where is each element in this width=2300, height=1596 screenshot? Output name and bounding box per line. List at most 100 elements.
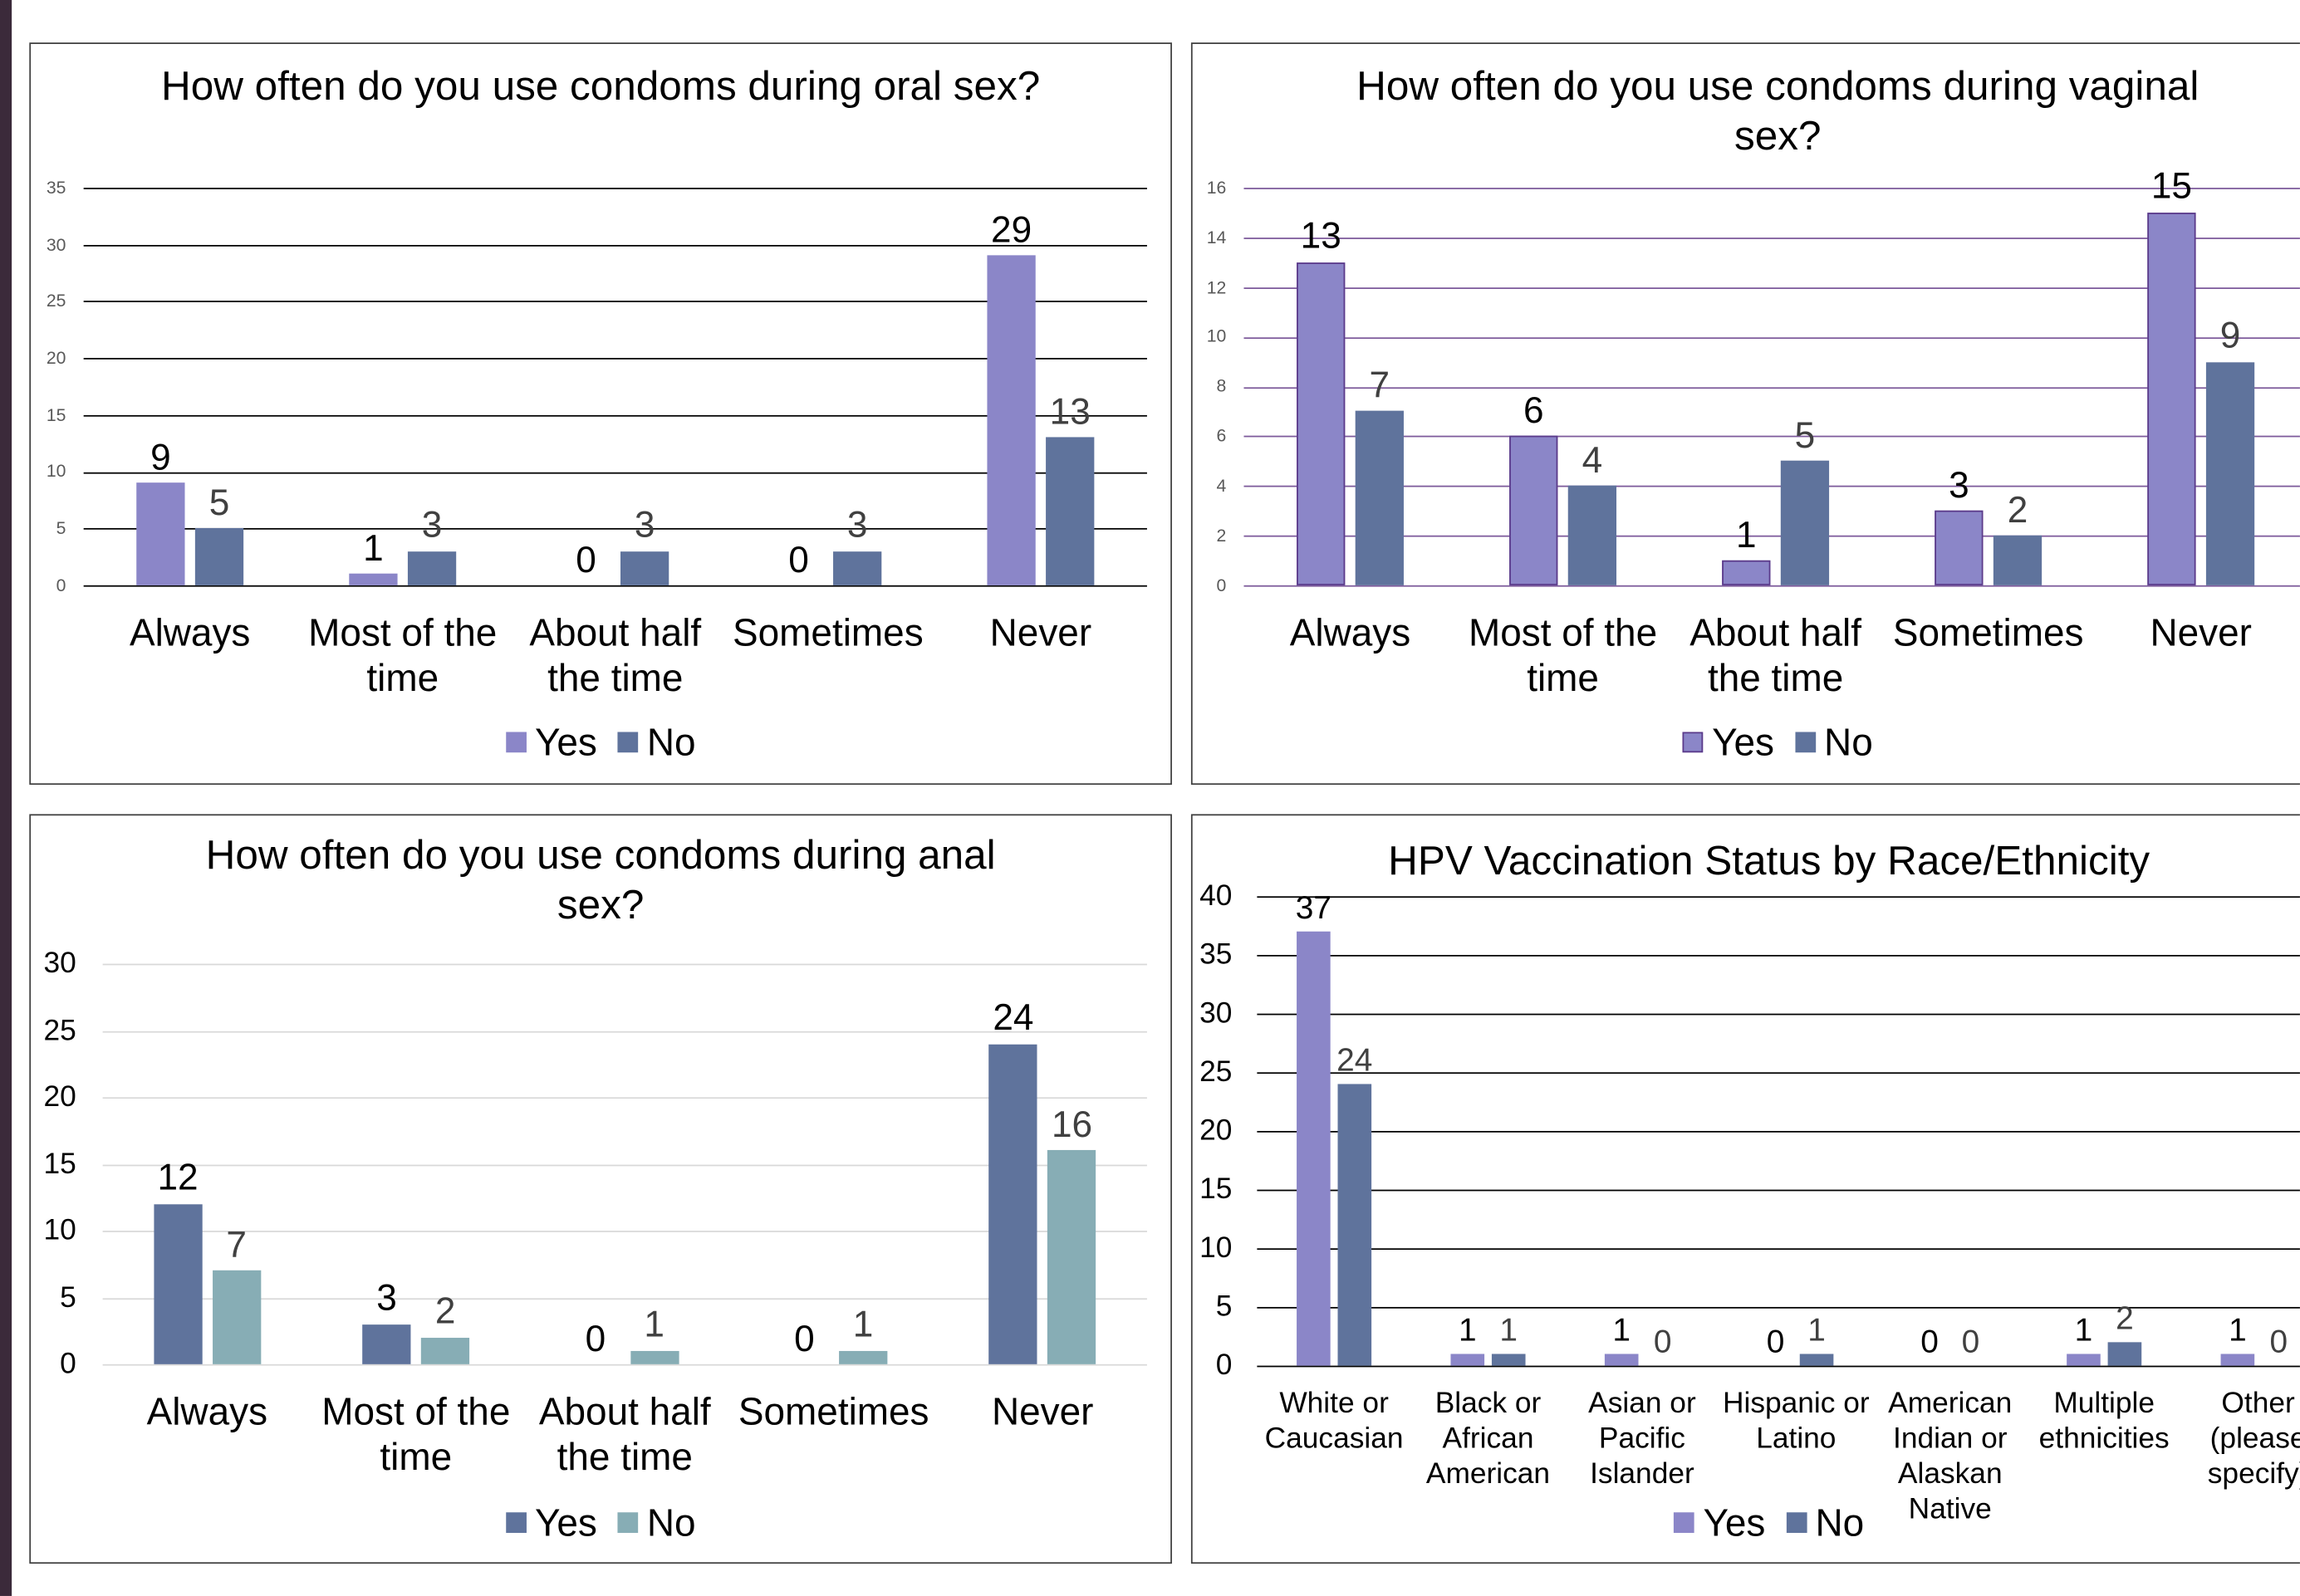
y-tick-label: 15 (1199, 1173, 1233, 1207)
y-tick-label: 20 (46, 347, 66, 369)
data-label: 0 (576, 539, 596, 580)
data-label: 3 (634, 505, 655, 546)
legend-label: Yes (1712, 720, 1774, 765)
y-tick-label: 35 (1199, 938, 1233, 972)
x-tick-label: American Indian or Alaskan Native (1888, 1388, 2013, 1526)
data-label: 0 (788, 539, 809, 580)
legend-label: Yes (534, 1501, 597, 1545)
y-tick-label: 20 (43, 1080, 76, 1114)
chart-title: How often do you use condoms during anal… (205, 831, 996, 928)
y-tick-label: 15 (43, 1148, 76, 1181)
grid-line (102, 1097, 1147, 1099)
data-label: 13 (1049, 391, 1091, 433)
y-tick-label: 6 (1216, 425, 1227, 447)
data-label: 0 (1961, 1324, 1980, 1361)
data-label: 2 (434, 1291, 456, 1333)
y-tick-label: 2 (1216, 525, 1227, 546)
bar (136, 482, 185, 585)
y-tick-label: 20 (1199, 1114, 1233, 1148)
bar (1450, 1354, 1485, 1366)
data-label: 5 (1794, 414, 1816, 457)
legend-swatch (617, 1512, 639, 1533)
chart-panel (1190, 814, 2300, 1564)
grid-line (1257, 1248, 2300, 1251)
data-label: 1 (2229, 1311, 2247, 1349)
x-tick-label: Never (989, 610, 1092, 654)
bar (987, 256, 1036, 585)
data-label: 3 (1949, 464, 1969, 506)
grid-line (1243, 585, 2300, 587)
data-label: 1 (2074, 1311, 2093, 1349)
data-label: 1 (644, 1305, 664, 1346)
bar (1355, 411, 1404, 585)
grid-line (1257, 1365, 2300, 1368)
grid-line (102, 963, 1147, 966)
bar (1046, 437, 1095, 585)
x-tick-label: Always (1289, 610, 1411, 654)
y-tick-label: 25 (46, 291, 66, 311)
y-tick-label: 15 (46, 404, 66, 425)
data-label: 1 (1499, 1311, 1518, 1349)
bar (1047, 1150, 1096, 1364)
x-tick-label: Multiple ethnicities (2038, 1388, 2170, 1456)
bar (1491, 1354, 1526, 1366)
x-tick-label: Always (129, 610, 251, 654)
data-label: 9 (150, 437, 171, 478)
grid-line (83, 358, 1147, 360)
grid-line (1257, 1013, 2300, 1016)
x-tick-label: Black or African American (1425, 1388, 1551, 1491)
legend-item: Yes (505, 719, 597, 766)
x-tick-label: Never (2150, 610, 2252, 654)
data-label: 15 (2150, 166, 2192, 208)
grid-line (1243, 486, 2300, 487)
chart-panel (29, 814, 1172, 1564)
bar (1993, 535, 2043, 585)
legend: Yes No (380, 1499, 821, 1546)
bar (1509, 436, 1558, 585)
y-tick-label: 35 (46, 177, 66, 198)
legend: Yes No (380, 719, 821, 766)
data-label: 1 (852, 1305, 874, 1346)
data-label: 3 (376, 1277, 397, 1319)
y-tick-label: 5 (1215, 1290, 1233, 1324)
bar (620, 551, 669, 585)
x-tick-label: Never (991, 1388, 1094, 1433)
data-label: 6 (1523, 389, 1544, 432)
y-tick-label: 8 (1216, 375, 1227, 397)
bar (1722, 560, 1771, 585)
y-tick-label: 0 (1215, 1349, 1233, 1383)
bar (1337, 1084, 1372, 1366)
legend-item: No (1786, 1499, 1864, 1546)
grid-line (102, 1030, 1147, 1032)
grid-line (102, 1163, 1147, 1166)
data-label: 13 (1300, 216, 1341, 257)
grid-line (1243, 237, 2300, 239)
data-label: 7 (226, 1224, 247, 1266)
chart-panel (29, 42, 1172, 786)
y-tick-label: 5 (56, 517, 66, 539)
y-tick-label: 4 (1216, 475, 1227, 497)
bar (420, 1337, 470, 1364)
bar (2220, 1354, 2255, 1366)
data-label: 0 (1766, 1324, 1785, 1361)
data-label: 5 (208, 482, 230, 524)
grid-line (1257, 896, 2300, 898)
legend: Yes No (1549, 1499, 1989, 1546)
grid-line (83, 188, 1147, 189)
y-tick-label: 0 (60, 1348, 76, 1381)
grid-line (1257, 1072, 2300, 1075)
y-tick-label: 10 (46, 461, 66, 482)
bar (1604, 1354, 1639, 1366)
y-tick-label: 10 (43, 1214, 76, 1247)
y-tick-label: 30 (43, 947, 76, 981)
x-tick-label: Other (please specify) (2207, 1388, 2300, 1491)
legend-item: Yes (1682, 719, 1774, 766)
grid-line (1243, 535, 2300, 537)
bar (838, 1350, 888, 1364)
data-label: 1 (1458, 1311, 1477, 1349)
legend-swatch (1786, 1512, 1807, 1533)
x-tick-label: Asian or Pacific Islander (1588, 1388, 1696, 1491)
grid-line (1243, 386, 2300, 389)
data-label: 37 (1295, 889, 1331, 927)
bar (630, 1350, 679, 1364)
